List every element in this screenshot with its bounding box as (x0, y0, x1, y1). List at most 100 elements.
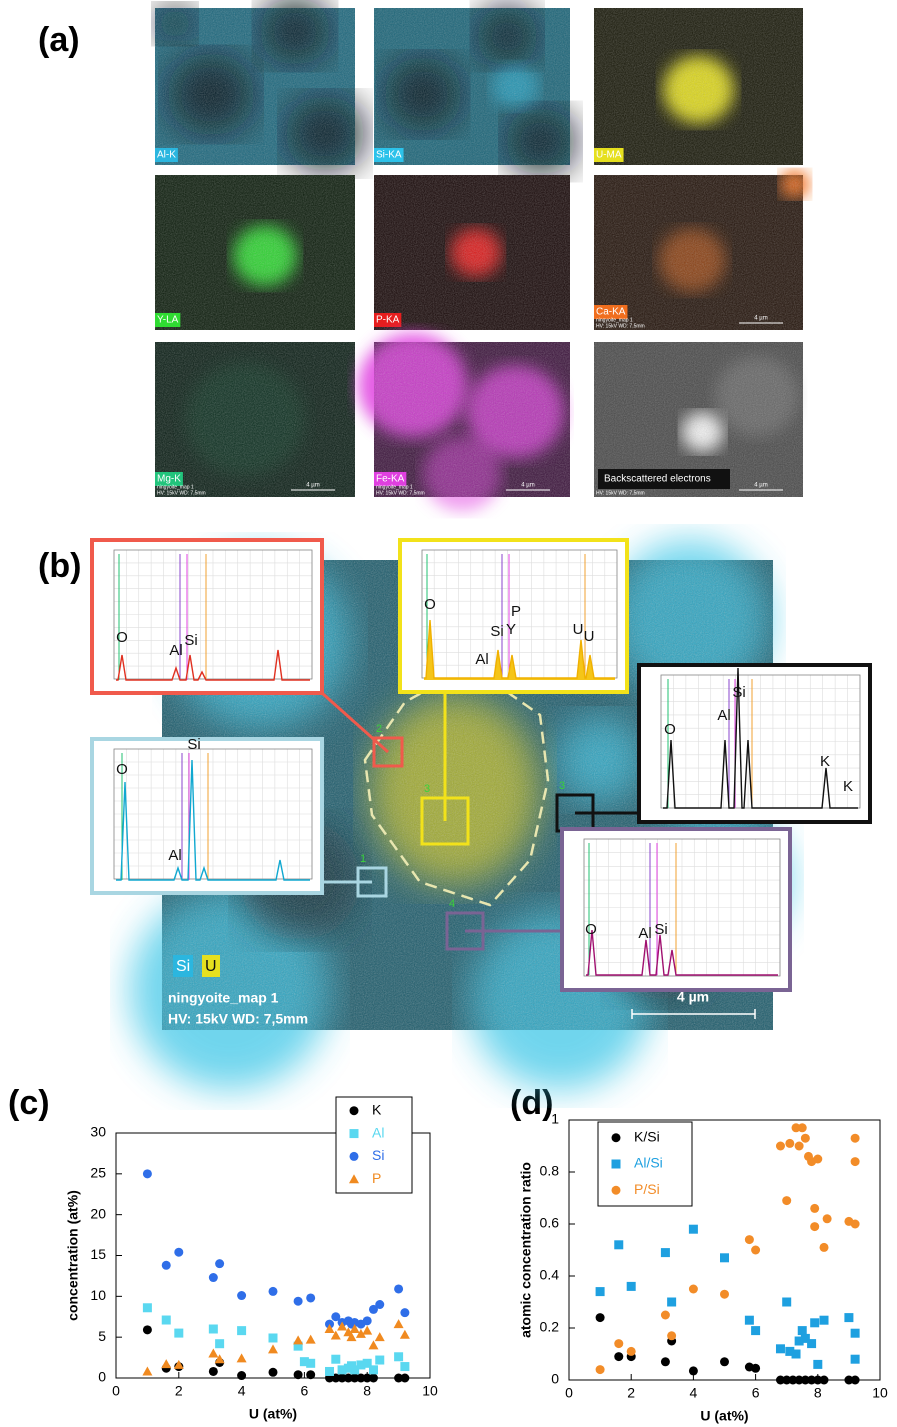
x-axis-title: U (at%) (249, 1406, 297, 1422)
point (800, 1333, 810, 1343)
element-maps: Al-K Si-KA U-MAY-LA P-KACa-KAningyoite_map … (155, 0, 810, 511)
map-label: Y-LA (157, 315, 179, 326)
point (822, 1214, 832, 1224)
point (325, 1366, 335, 1376)
point (813, 1359, 823, 1369)
point (208, 1366, 218, 1376)
map-noise (155, 8, 355, 165)
point (819, 1242, 829, 1252)
x-tick-label: 6 (301, 1383, 309, 1399)
label-box (155, 148, 178, 162)
legend-marker (611, 1133, 621, 1143)
point (850, 1328, 860, 1338)
point (785, 1138, 795, 1148)
map-info: HV: 15kV WD: 7,5mm (376, 490, 425, 496)
point (375, 1355, 385, 1365)
point (626, 1346, 636, 1356)
x-tick-label: 6 (752, 1385, 760, 1401)
point (350, 1373, 360, 1383)
map-info: HV: 15kV WD: 7,5mm (168, 1011, 308, 1027)
chart-c: 0 2 4 6 8 10 0 5 10 15 20 25 30 U (at%) concentration … (65, 1096, 438, 1422)
point (720, 1253, 729, 1263)
peak-label: Si (184, 632, 197, 649)
map-label: U-MA (596, 150, 622, 161)
map-noise (155, 175, 355, 330)
spot-box (356, 866, 388, 898)
peak-label: U (573, 621, 584, 638)
chart-d: 0 2 4 6 8 10 0 0.2 0.4 0.6 0.8 1 U (at%) atomic conce… (518, 1111, 888, 1424)
point (337, 1365, 347, 1375)
point (331, 1312, 341, 1322)
map-noise (374, 8, 570, 165)
spectrum (116, 649, 310, 681)
point (337, 1321, 348, 1331)
point (174, 1328, 184, 1338)
point (173, 1359, 184, 1369)
scale-text: 4 µm (754, 316, 767, 322)
scale-text: 4 µm (521, 483, 534, 489)
x-tick-label: 2 (627, 1385, 635, 1401)
legend-label: P/Si (634, 1181, 660, 1197)
map-info: HV: 15kV WD: 7,5mm (157, 490, 206, 496)
x-tick-label: 0 (112, 1383, 120, 1399)
y-tick-label: 20 (90, 1205, 106, 1221)
map-info: ningyoite_map 1 (157, 484, 194, 490)
point (720, 1357, 729, 1367)
point (237, 1371, 247, 1381)
point (794, 1336, 804, 1346)
point (626, 1281, 636, 1291)
point (660, 1310, 670, 1320)
point (215, 1259, 225, 1269)
x-axis-title: U (at%) (700, 1408, 748, 1424)
point (268, 1367, 278, 1377)
point (268, 1344, 278, 1354)
panel-label: (d) (510, 1084, 553, 1122)
map-label: P-KA (376, 315, 400, 326)
map-info: ningyoite_map 1 (596, 317, 633, 323)
map-noise (374, 175, 570, 330)
y-tick-label: 15 (90, 1246, 106, 1262)
point (797, 1326, 807, 1336)
point (215, 1339, 225, 1349)
point (161, 1315, 171, 1325)
x-tick-label: 8 (363, 1383, 371, 1399)
point (399, 1329, 410, 1339)
label-box (155, 313, 181, 327)
map-noise (155, 342, 355, 497)
peak-label: P (511, 603, 521, 620)
legend-marker (349, 1151, 359, 1161)
point (362, 1373, 372, 1383)
spot-box (372, 736, 404, 768)
spectrum (116, 759, 310, 881)
point (306, 1358, 316, 1368)
point (208, 1348, 219, 1358)
scale-bar (631, 1009, 756, 1019)
point (751, 1245, 761, 1255)
panel-label: (a) (38, 21, 80, 59)
point (775, 1141, 785, 1151)
map-label: Backscattered electrons (604, 474, 711, 485)
x-tick-label: 4 (238, 1383, 246, 1399)
scale-text: 4 µm (677, 989, 709, 1005)
point (813, 1375, 823, 1385)
legend-marker (611, 1185, 621, 1195)
peak-label: Al (638, 925, 651, 942)
legend-label: Si (372, 1147, 384, 1163)
point (331, 1354, 341, 1364)
point (330, 1330, 341, 1340)
u-outline (363, 664, 550, 907)
point (850, 1354, 860, 1364)
point (356, 1373, 366, 1383)
point (293, 1370, 303, 1380)
map-label: Ca-KA (596, 307, 626, 318)
legend-u: U (205, 958, 217, 975)
point (807, 1375, 817, 1385)
y-tick-label: 30 (90, 1124, 106, 1140)
point (844, 1313, 854, 1323)
legend-box (335, 1096, 413, 1194)
point (394, 1284, 404, 1294)
point (400, 1308, 410, 1318)
point (794, 1141, 804, 1151)
point (299, 1357, 309, 1367)
